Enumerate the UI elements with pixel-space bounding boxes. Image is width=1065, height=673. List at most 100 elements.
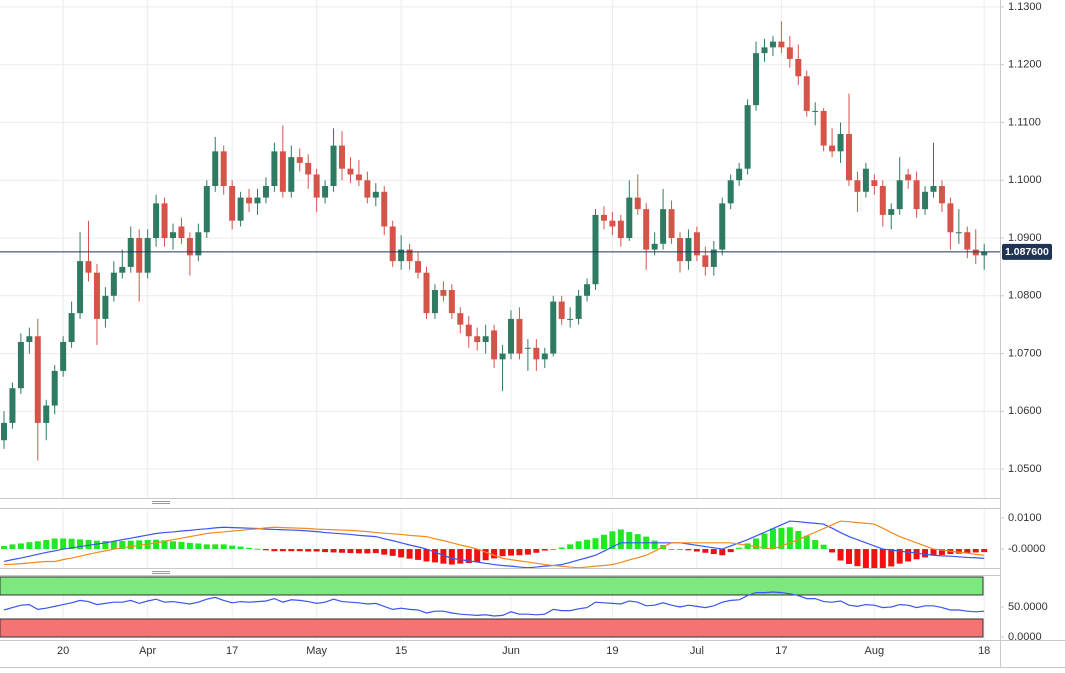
candle-body (592, 214, 599, 285)
histogram-bar (710, 549, 717, 555)
candle-body (144, 238, 151, 273)
candle-body (491, 330, 498, 360)
candle-body (313, 174, 320, 198)
candle-body (440, 290, 447, 296)
histogram-bar (626, 531, 633, 550)
histogram-bar (803, 535, 810, 550)
histogram-bar (634, 534, 641, 550)
histogram-bar (964, 549, 971, 554)
candle-body (68, 313, 75, 343)
histogram-bar (195, 543, 202, 550)
candle-body (9, 388, 16, 423)
histogram-bar (922, 549, 929, 558)
histogram-bar (119, 540, 126, 550)
histogram-bar (558, 547, 565, 550)
candle-body (195, 232, 202, 256)
histogram-bar (812, 540, 819, 550)
macd-line (3, 520, 985, 568)
candle-body (237, 197, 244, 221)
histogram-bar (905, 549, 912, 562)
histogram-bar (778, 527, 785, 550)
histogram-bar (398, 549, 405, 558)
histogram-bar (339, 549, 345, 553)
histogram-bar (440, 549, 447, 564)
candle-body (406, 249, 413, 262)
candle-body (322, 186, 329, 198)
y-tick-label: 1.0900 (1008, 232, 1042, 244)
candle-body (575, 295, 582, 319)
candle-body (246, 197, 253, 204)
x-tick-label: 20 (57, 645, 69, 657)
histogram-bar (820, 544, 827, 550)
histogram-bar (34, 541, 41, 550)
y-tick-label: 1.1200 (1008, 59, 1042, 71)
histogram-bar (854, 549, 861, 567)
histogram-bar (170, 541, 176, 550)
candle-body (888, 209, 895, 215)
histogram-bar (279, 549, 286, 552)
candle-body (127, 238, 134, 267)
histogram-bar (220, 544, 227, 550)
marks-layer (0, 21, 1000, 638)
candle-body (482, 336, 489, 343)
histogram-bar (1, 545, 7, 550)
labels-layer: 20 Apr 17 May 15 Jun 19 Jul 17 Aug 18 1.1300 1.1200 1… (57, 1, 1052, 657)
candle-body (533, 347, 540, 360)
resize-handle[interactable] (152, 501, 170, 504)
candle-body (186, 238, 193, 256)
histogram-bar (254, 548, 261, 550)
candle-body (508, 318, 514, 354)
candle-body (161, 203, 168, 239)
candle-body (955, 232, 962, 234)
histogram-bar (879, 549, 886, 568)
candle-body (136, 238, 143, 273)
y-tick-label: 1.1000 (1008, 174, 1042, 186)
candle-body (981, 251, 988, 256)
rsi-line (3, 591, 985, 617)
candle-body (719, 203, 726, 250)
candle-body (913, 180, 920, 210)
histogram-bar (474, 549, 481, 563)
candle-body (584, 284, 591, 296)
histogram-bar (93, 540, 100, 550)
candle-body (212, 151, 219, 187)
macd-line (3, 520, 985, 568)
histogram-bar (77, 539, 84, 550)
histogram-bar (372, 549, 379, 554)
candle-body (229, 186, 236, 221)
candle-body (829, 145, 836, 152)
y-tick-label: 1.1300 (1008, 1, 1042, 13)
histogram-bar (406, 549, 413, 559)
candle-body (930, 186, 937, 192)
histogram-bar (60, 538, 67, 550)
candle-body (651, 243, 658, 250)
candle-body (43, 405, 50, 423)
candles (1, 21, 988, 461)
resize-handle[interactable] (152, 571, 170, 574)
candle-body (693, 232, 700, 256)
histogram-bar (761, 533, 768, 550)
histogram-bar (736, 547, 743, 550)
histogram-bar (85, 540, 92, 550)
histogram-bar (491, 549, 498, 559)
histogram-bar (305, 549, 312, 552)
histogram-bar (355, 549, 362, 554)
histogram-bar (465, 549, 472, 564)
histogram-bar (871, 549, 878, 568)
histogram-bar (550, 549, 557, 551)
histogram-bar (617, 529, 624, 550)
candle-body (879, 186, 886, 215)
macd (1, 520, 988, 568)
candle-body (499, 353, 506, 360)
histogram-bar (575, 541, 582, 550)
x-tick-label: 19 (606, 645, 618, 657)
histogram-bar (203, 544, 210, 550)
candle-body (710, 249, 717, 267)
histogram-bar (482, 549, 489, 561)
histogram-bar (744, 543, 751, 550)
x-tick-label: Aug (865, 645, 885, 657)
candle-body (786, 47, 793, 59)
histogram-bar (592, 538, 599, 550)
candle-body (558, 301, 565, 319)
